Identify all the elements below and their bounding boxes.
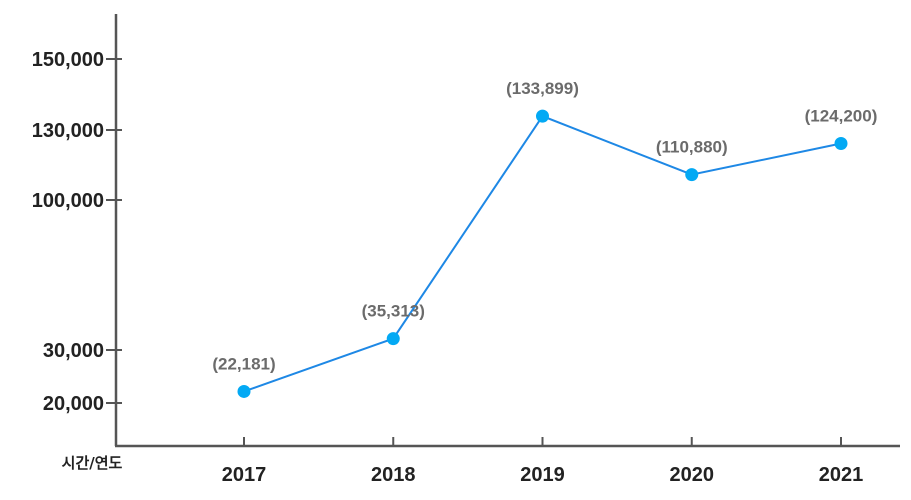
- axes: [114, 14, 900, 448]
- x-ticks: 2017 2018 2019 2020 2021: [222, 437, 864, 486]
- y-ticks: 20,000 30,000 100,000 130,000 150,000: [32, 49, 122, 415]
- series-group: (22,181) (35,313) (133,899) (110,880) (124,2…: [212, 79, 877, 398]
- x-axis-title: 시간/연도: [62, 454, 123, 472]
- series-line: [243, 114, 842, 393]
- x-tick-label: 2019: [520, 464, 565, 486]
- x-tick-label: 2017: [222, 464, 267, 486]
- data-point: [685, 168, 699, 182]
- y-tick-label: 30,000: [43, 340, 104, 362]
- data-label: (124,200): [805, 107, 878, 126]
- y-tick-label: 130,000: [32, 120, 104, 142]
- data-point: [237, 384, 251, 398]
- x-tick-label: 2018: [371, 464, 416, 486]
- data-label: (110,880): [656, 138, 728, 157]
- y-tick-label: 20,000: [43, 393, 104, 415]
- data-label: (22,181): [212, 354, 275, 373]
- data-point: [536, 109, 549, 123]
- y-tick-label: 150,000: [32, 49, 104, 71]
- data-point: [834, 137, 848, 151]
- data-point: [386, 332, 400, 346]
- data-label: (35,313): [362, 302, 425, 321]
- x-tick-label: 2021: [819, 464, 864, 486]
- y-tick-label: 100,000: [32, 190, 104, 212]
- data-label: (133,899): [506, 79, 579, 98]
- x-tick-label: 2020: [670, 464, 715, 486]
